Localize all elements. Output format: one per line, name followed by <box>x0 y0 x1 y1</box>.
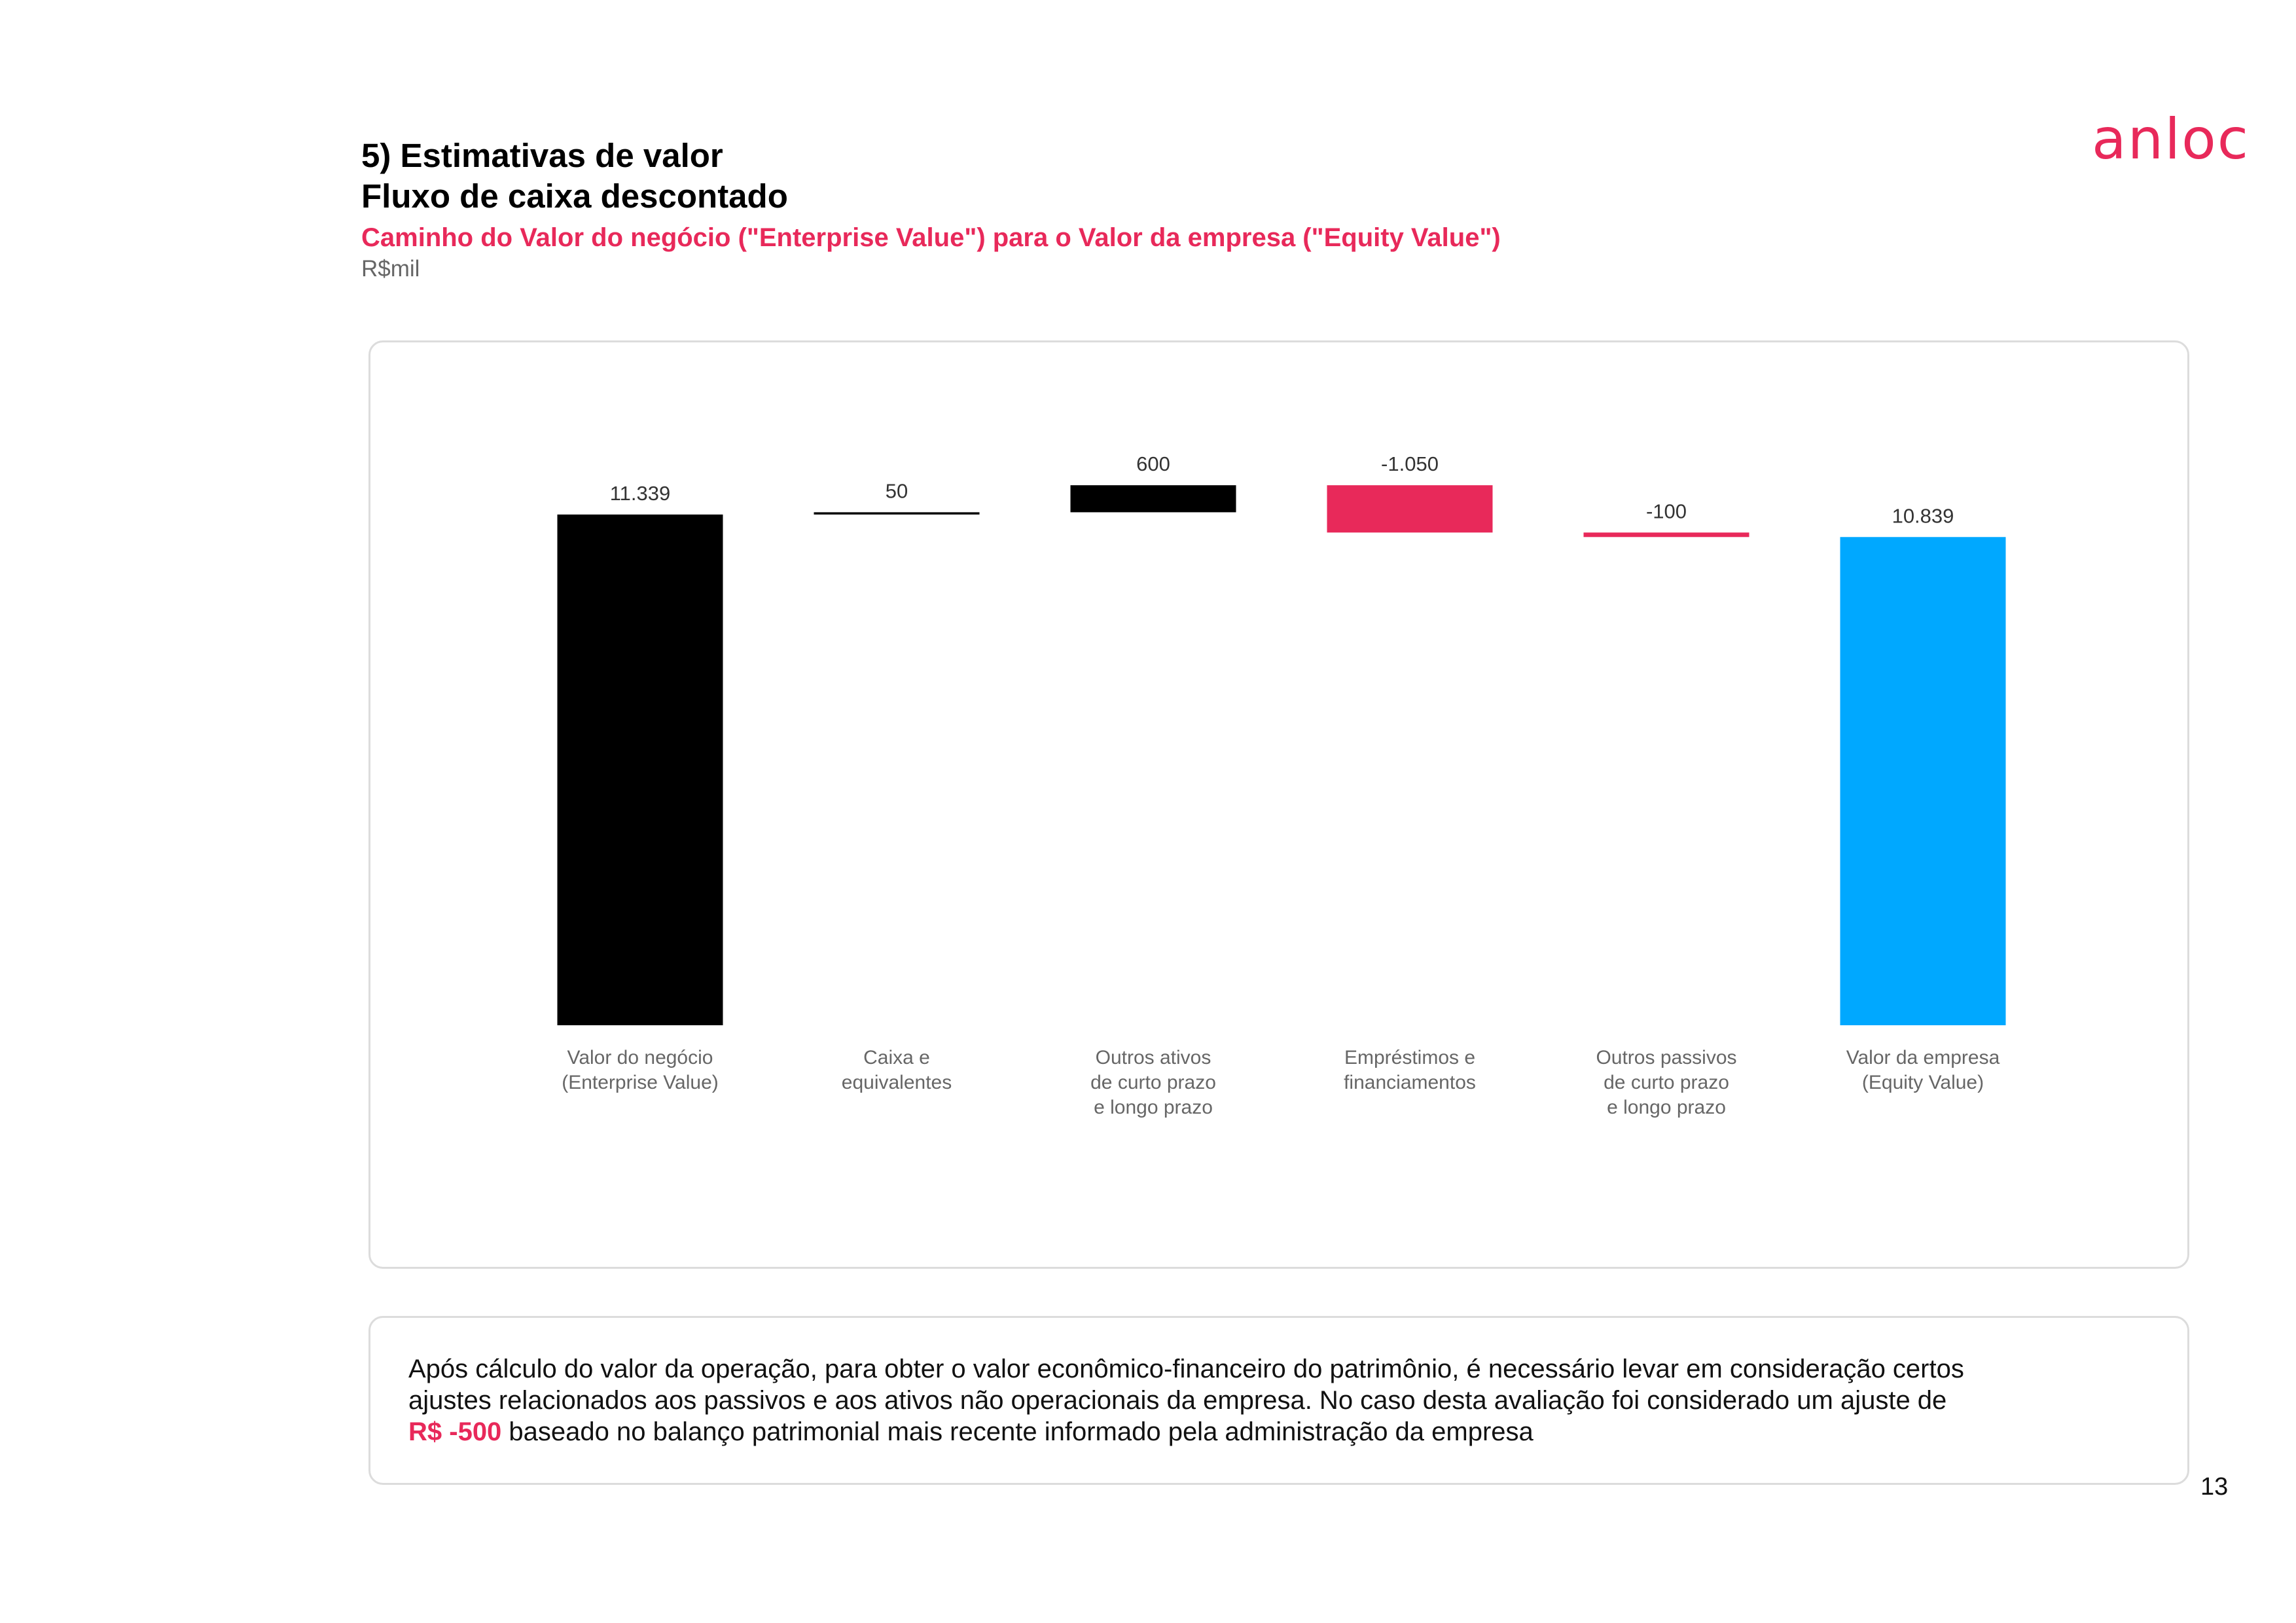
page-subtitle: Fluxo de caixa descontado <box>361 177 788 215</box>
waterfall-bar <box>1327 485 1493 533</box>
note-text: Após cálculo do valor da operação, para … <box>408 1353 2162 1448</box>
waterfall-bar <box>814 512 980 515</box>
category-label: (Enterprise Value) <box>562 1072 719 1093</box>
anloc-logo: anloc <box>2092 107 2250 172</box>
category-label: Valor da empresa <box>1846 1047 2000 1068</box>
data-label: -1.050 <box>1381 452 1439 475</box>
note-line-1: Após cálculo do valor da operação, para … <box>408 1355 1964 1383</box>
chart-card: 11.339 Valor do negócio (Enterprise Value)… <box>368 340 2189 1269</box>
category-label: Outros passivos <box>1596 1047 1736 1068</box>
waterfall-bar <box>557 514 723 1025</box>
note-highlight-value: R$ -500 <box>408 1417 502 1446</box>
category-label: equivalentes <box>842 1072 952 1093</box>
category-label: Empréstimos e <box>1344 1047 1475 1068</box>
category-label: de curto prazo <box>1604 1072 1729 1093</box>
category-label: de curto prazo <box>1090 1072 1216 1093</box>
note-line-3: R$ -500 baseado no balanço patrimonial m… <box>408 1416 2162 1448</box>
category-label: Valor do negócio <box>567 1047 713 1068</box>
unit-label: R$mil <box>361 256 420 282</box>
waterfall-bar <box>1070 485 1236 513</box>
page-number: 13 <box>2200 1473 2229 1501</box>
data-label: 50 <box>886 479 908 502</box>
waterfall-chart: 11.339 Valor do negócio (Enterprise Value)… <box>557 452 2006 1118</box>
category-label: Caixa e <box>863 1047 930 1068</box>
data-label: -100 <box>1646 500 1687 522</box>
category-label: e longo prazo <box>1607 1097 1726 1118</box>
data-label: 10.839 <box>1892 504 1954 527</box>
note-line-2: ajustes relacionados aos passivos e aos … <box>408 1386 1947 1415</box>
waterfall-bar <box>1583 532 1749 538</box>
category-label: e longo prazo <box>1094 1097 1213 1118</box>
category-label: (Equity Value) <box>1862 1072 1984 1093</box>
note-line-3-rest: baseado no balanço patrimonial mais rece… <box>501 1417 1534 1446</box>
note-card: Após cálculo do valor da operação, para … <box>368 1316 2189 1485</box>
category-label: financiamentos <box>1344 1072 1476 1093</box>
chart-subtitle: Caminho do Valor do negócio ("Enterprise… <box>361 223 1501 252</box>
data-label: 600 <box>1136 452 1170 475</box>
page-title: 5) Estimativas de valor <box>361 137 723 174</box>
category-label: Outros ativos <box>1096 1047 1211 1068</box>
data-label: 11.339 <box>610 482 671 505</box>
waterfall-bar <box>1840 537 2006 1025</box>
